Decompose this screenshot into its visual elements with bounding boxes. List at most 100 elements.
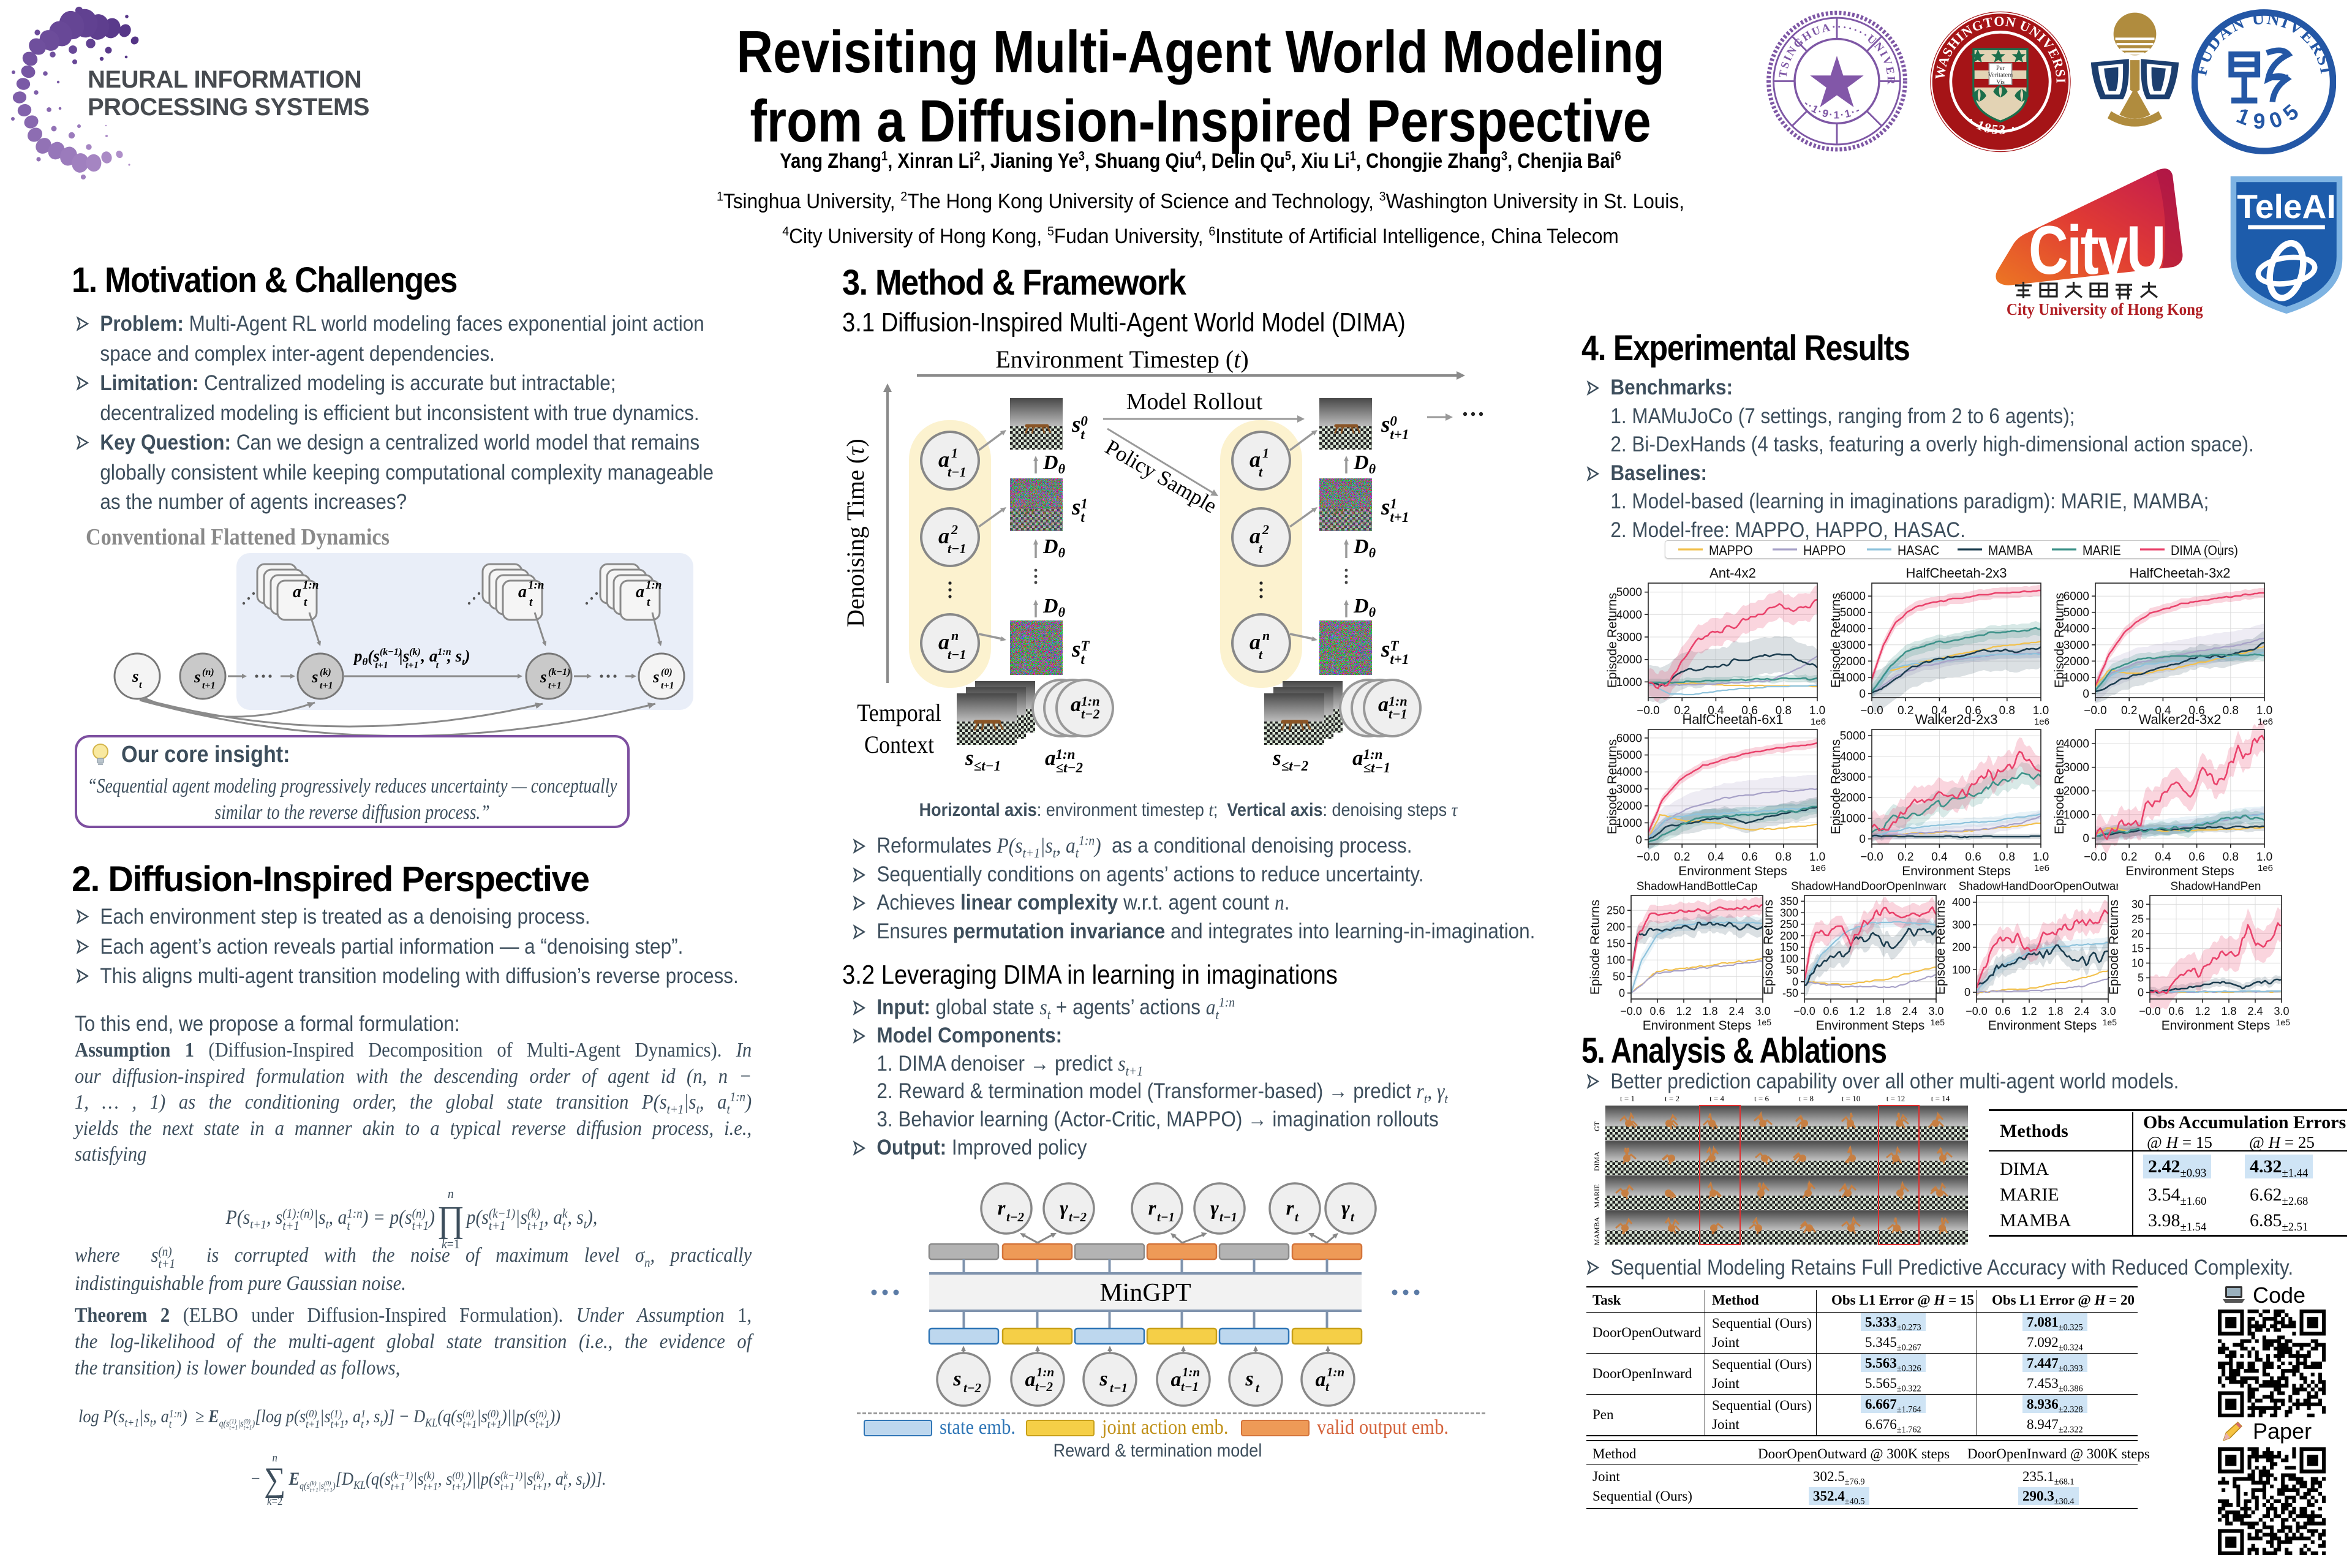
- svg-text:t+1: t+1: [548, 680, 562, 691]
- svg-text:0.4: 0.4: [1708, 704, 1724, 717]
- svg-text:Model Rollout: Model Rollout: [1126, 389, 1263, 415]
- svg-text:Episode Returns: Episode Returns: [1762, 900, 1776, 995]
- svg-text:n: n: [1262, 628, 1270, 643]
- svg-text:CityU: CityU: [2029, 213, 2165, 289]
- svg-text:Policy Sample: Policy Sample: [1101, 435, 1221, 518]
- svg-text:−0.0: −0.0: [1793, 1005, 1815, 1017]
- svg-text:100: 100: [1607, 954, 1625, 966]
- svg-text:Environment Steps: Environment Steps: [2162, 1019, 2270, 1033]
- svg-text:6000: 6000: [2064, 590, 2089, 603]
- svg-text:a: a: [518, 582, 527, 601]
- svg-text:1000: 1000: [1616, 676, 1642, 689]
- svg-text:0: 0: [1792, 976, 1798, 988]
- svg-text:−0.0: −0.0: [2084, 704, 2107, 717]
- svg-text:Dθ: Dθ: [1042, 595, 1066, 620]
- svg-text:1: 1: [1262, 445, 1269, 461]
- svg-text:1e6: 1e6: [2258, 717, 2273, 727]
- svg-text:a: a: [1250, 630, 1261, 654]
- svg-text:t: t: [304, 596, 307, 609]
- svg-text:100: 100: [1780, 952, 1798, 965]
- svg-text:Episode Returns: Episode Returns: [1588, 900, 1602, 995]
- svg-text:r: r: [1148, 1197, 1157, 1219]
- svg-text:Episode Returns: Episode Returns: [1829, 739, 1843, 834]
- svg-text:a: a: [1250, 524, 1261, 548]
- svg-text:(0): (0): [661, 667, 673, 677]
- svg-text:0.6: 0.6: [2188, 704, 2204, 717]
- svg-text:0.2: 0.2: [1674, 704, 1690, 717]
- svg-text:s: s: [540, 668, 547, 686]
- svg-text:2.4: 2.4: [2074, 1005, 2089, 1017]
- svg-text:Episode Returns: Episode Returns: [1605, 593, 1619, 688]
- svg-text:1: 1: [951, 445, 958, 461]
- svg-text:3000: 3000: [2064, 639, 2089, 652]
- svg-text:3000: 3000: [1616, 631, 1642, 644]
- svg-text:400: 400: [1952, 896, 1970, 908]
- svg-text:250: 250: [1780, 918, 1798, 930]
- svg-text:2.4: 2.4: [2247, 1005, 2263, 1017]
- svg-text:ShadowHandDoorOpenOutward: ShadowHandDoorOpenOutward: [1959, 880, 2118, 893]
- svg-text:t−1: t−1: [1110, 1381, 1128, 1395]
- svg-text:FUDAN UNIVERSITY: FUDAN UNIVERSITY: [2192, 7, 2336, 77]
- svg-text:0.6: 0.6: [2168, 1005, 2184, 1017]
- svg-text:3.0: 3.0: [1755, 1005, 1770, 1017]
- svg-text:0.6: 0.6: [1965, 704, 1981, 717]
- svg-text:0: 0: [1859, 688, 1866, 701]
- svg-text:t = 2: t = 2: [1665, 1094, 1679, 1103]
- svg-text:15: 15: [2132, 943, 2144, 955]
- svg-text:t+1: t+1: [202, 680, 216, 691]
- svg-text:5: 5: [2138, 972, 2144, 984]
- svg-text:1:n: 1:n: [1327, 1365, 1344, 1379]
- svg-text:t = 4: t = 4: [1709, 1094, 1724, 1103]
- svg-text:2000: 2000: [2064, 785, 2089, 798]
- svg-text:0.6: 0.6: [2188, 851, 2204, 864]
- svg-text:350: 350: [1780, 895, 1798, 908]
- svg-text:HalfCheetah-3x2: HalfCheetah-3x2: [2129, 565, 2230, 581]
- svg-text:(k): (k): [320, 667, 331, 677]
- svg-text:3000: 3000: [1840, 771, 1866, 784]
- svg-text:2.4: 2.4: [1902, 1005, 1917, 1017]
- svg-text:−0.0: −0.0: [1620, 1005, 1642, 1017]
- svg-text:1e5: 1e5: [2103, 1017, 2117, 1027]
- svg-text:Dθ: Dθ: [1353, 451, 1376, 477]
- svg-text:a: a: [1250, 447, 1261, 472]
- svg-text:γ: γ: [1060, 1197, 1068, 1219]
- svg-text:-·1·9·1·1·-: -·1·9·1·1·-: [1801, 97, 1863, 121]
- svg-text:10: 10: [2132, 957, 2144, 970]
- svg-text:1:n: 1:n: [303, 579, 318, 592]
- svg-text:0.6: 0.6: [1823, 1005, 1838, 1017]
- svg-text:1.8: 1.8: [1702, 1005, 1717, 1017]
- svg-text:0.8: 0.8: [1776, 851, 1792, 864]
- svg-text:1.0: 1.0: [2256, 851, 2272, 864]
- svg-text:1e6: 1e6: [2258, 863, 2273, 873]
- svg-text:50: 50: [1613, 970, 1625, 982]
- svg-text:5000: 5000: [1840, 606, 1866, 619]
- svg-text:1000: 1000: [1616, 817, 1642, 830]
- svg-text:1:n: 1:n: [646, 579, 662, 592]
- svg-text:ShadowHandDoorOpenInward: ShadowHandDoorOpenInward: [1791, 880, 1946, 893]
- svg-text:Episode Returns: Episode Returns: [2107, 900, 2121, 995]
- svg-text:t = 14: t = 14: [1931, 1094, 1950, 1103]
- svg-text:Episode Returns: Episode Returns: [2052, 593, 2067, 688]
- svg-text:ShadowHandBottleCap: ShadowHandBottleCap: [1637, 880, 1758, 893]
- svg-text:0: 0: [1635, 834, 1642, 847]
- svg-text:t: t: [1259, 647, 1263, 662]
- svg-text:Ant-4x2: Ant-4x2: [1709, 565, 1756, 581]
- svg-text:1e6: 1e6: [2034, 863, 2049, 873]
- svg-text:Environment Steps: Environment Steps: [2125, 864, 2234, 878]
- svg-text:0: 0: [2082, 688, 2089, 701]
- svg-text:HalfCheetah-6x1: HalfCheetah-6x1: [1682, 712, 1783, 727]
- svg-text:−0.0: −0.0: [1860, 851, 1883, 864]
- svg-text:Episode Returns: Episode Returns: [1605, 739, 1619, 834]
- svg-text:0.4: 0.4: [1708, 851, 1724, 864]
- svg-text:0.4: 0.4: [2155, 704, 2171, 717]
- svg-text:s: s: [1099, 1368, 1107, 1390]
- svg-text:Denoising Time (τ): Denoising Time (τ): [845, 439, 869, 627]
- svg-text:MAMBA: MAMBA: [1593, 1216, 1601, 1245]
- svg-text:0.2: 0.2: [1898, 704, 1913, 717]
- svg-text:t−2: t−2: [1035, 1379, 1054, 1394]
- svg-text:Dθ: Dθ: [1353, 535, 1376, 560]
- svg-text:γ: γ: [1210, 1197, 1219, 1219]
- svg-text:t: t: [1259, 464, 1263, 480]
- svg-text:1.0: 1.0: [2256, 704, 2272, 717]
- svg-text:1.2: 1.2: [2195, 1005, 2210, 1017]
